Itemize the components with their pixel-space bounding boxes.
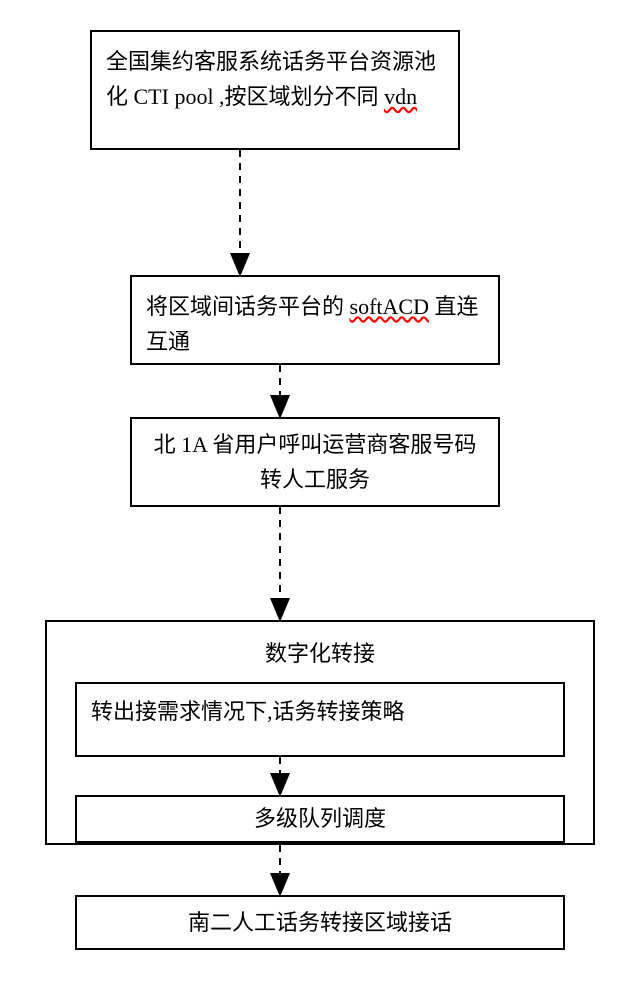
node-queue-schedule-text: 多级队列调度 (91, 801, 549, 836)
node-cti-pool: 全国集约客服系统话务平台资源池化 CTI pool ,按区域划分不同 vdn (90, 30, 460, 150)
node-softacd: 将区域间话务平台的 softACD 直连互通 (130, 275, 500, 365)
node-transfer-strategy: 转出接需求情况下,话务转接策略 (75, 682, 565, 757)
node-digital-transfer-label: 数字化转接 (47, 622, 593, 678)
node-softacd-text: 将区域间话务平台的 softACD 直连互通 (146, 289, 484, 359)
node-user-call: 北 1A 省用户呼叫运营商客服号码转人工服务 (130, 417, 500, 507)
node-south-answer: 南二人工话务转接区域接话 (75, 895, 565, 950)
node-user-call-text: 北 1A 省用户呼叫运营商客服号码转人工服务 (146, 427, 484, 497)
node-cti-pool-text: 全国集约客服系统话务平台资源池化 CTI pool ,按区域划分不同 vdn (106, 44, 444, 114)
flowchart-canvas: 全国集约客服系统话务平台资源池化 CTI pool ,按区域划分不同 vdn 将… (0, 0, 644, 1000)
node-queue-schedule: 多级队列调度 (75, 795, 565, 843)
node-transfer-strategy-text: 转出接需求情况下,话务转接策略 (91, 694, 549, 729)
node-south-answer-text: 南二人工话务转接区域接话 (91, 905, 549, 940)
